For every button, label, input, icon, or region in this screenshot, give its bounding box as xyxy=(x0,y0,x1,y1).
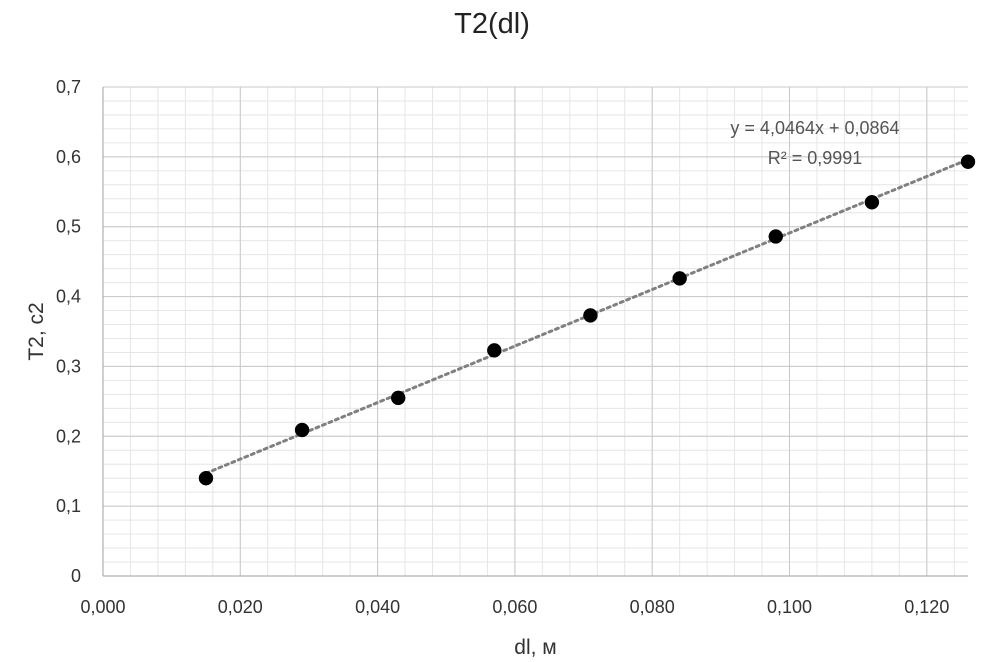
x-tick-label: 0,020 xyxy=(218,597,263,617)
axis-layer xyxy=(102,87,968,577)
data-point xyxy=(294,422,310,438)
y-tick-label: 0,1 xyxy=(56,496,81,516)
x-tick-label: 0,100 xyxy=(767,597,812,617)
data-point xyxy=(864,195,880,210)
data-point xyxy=(672,271,687,286)
x-tick-label: 0,040 xyxy=(355,597,400,617)
trendline-r2-label: R² = 0,9991 xyxy=(768,148,863,168)
chart-title: T2(dl) xyxy=(454,8,530,40)
x-axis-title: dl, м xyxy=(514,636,556,659)
y-tick-label: 0,4 xyxy=(56,287,81,307)
x-tick-label: 0,080 xyxy=(630,597,675,617)
data-point xyxy=(768,229,784,244)
data-point xyxy=(583,308,598,323)
data-point xyxy=(390,390,406,406)
data-point xyxy=(960,154,976,169)
x-tick-label: 0,120 xyxy=(904,597,949,617)
y-axis-title: T2, c2 xyxy=(25,302,48,360)
data-point xyxy=(487,343,502,358)
trendline-equation-label: y = 4,0464x + 0,0864 xyxy=(730,118,899,138)
y-tick-label: 0 xyxy=(71,566,81,586)
grid-layer xyxy=(102,86,968,577)
y-tick-label: 0,3 xyxy=(56,356,81,376)
y-tick-label: 0,7 xyxy=(56,77,81,97)
x-tick-label: 0,000 xyxy=(80,597,125,617)
y-tick-label: 0,6 xyxy=(56,147,81,167)
data-point xyxy=(198,470,214,486)
labels-layer: 0,000 0,020 0,040 0,060 0,080 0,100 0,120 0 0,1 0… xyxy=(25,77,949,659)
y-tick-label: 0,2 xyxy=(56,426,81,446)
y-tick-label: 0,5 xyxy=(56,217,81,237)
points-layer xyxy=(198,154,976,486)
x-tick-label: 0,060 xyxy=(492,597,537,617)
